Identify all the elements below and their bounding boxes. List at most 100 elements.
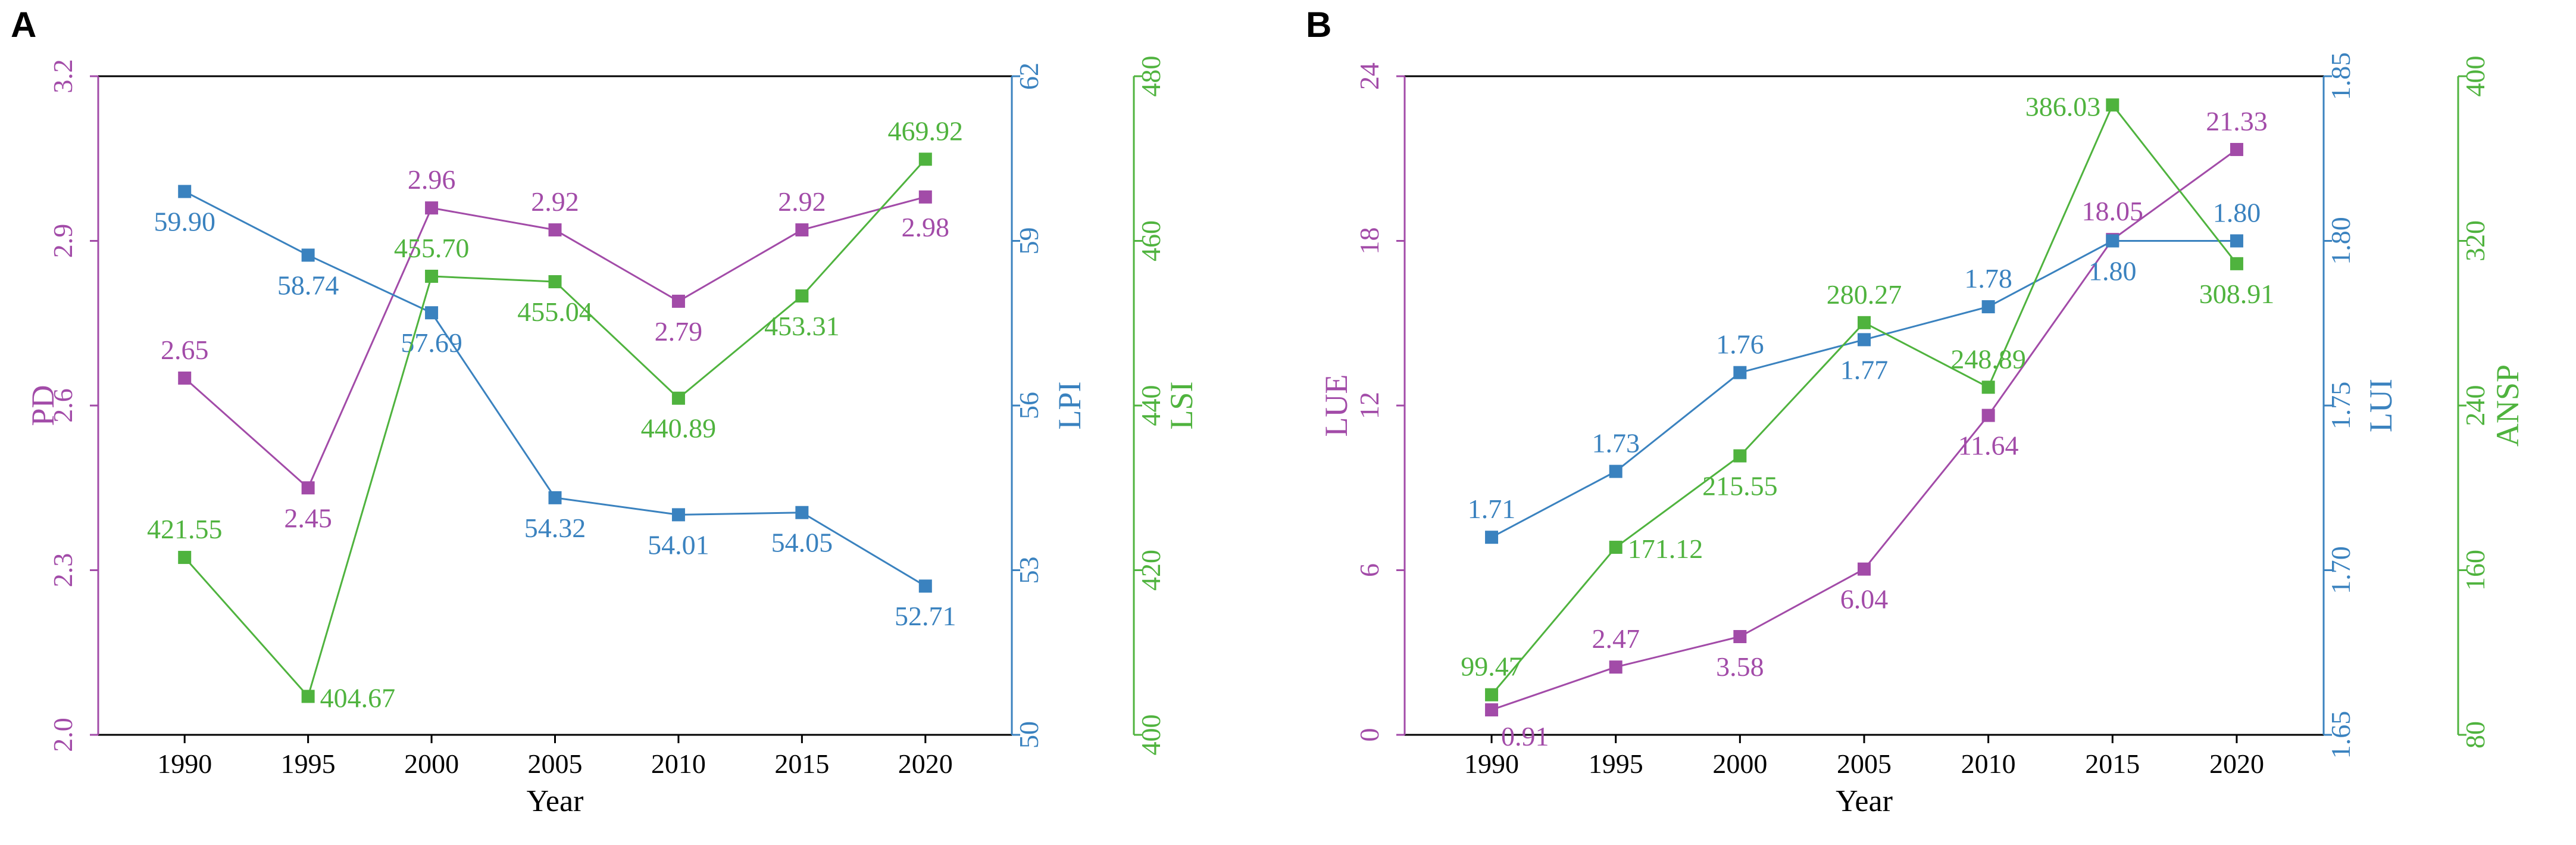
data-label-ansp: 386.03 xyxy=(2025,91,2101,121)
x-axis-title: Year xyxy=(527,784,584,818)
series-line-lsi xyxy=(184,158,926,699)
y-tick-label: 460 xyxy=(1136,220,1166,261)
data-point-lsi xyxy=(671,391,685,405)
data-label-lsi: 404.67 xyxy=(320,682,396,713)
data-label-lue: 3.58 xyxy=(1716,651,1764,682)
data-point-ansp xyxy=(2106,98,2119,112)
data-label-lsi: 469.92 xyxy=(888,116,964,146)
y-tick-label: 420 xyxy=(1136,550,1166,591)
series-line-pd xyxy=(184,196,926,489)
data-point-lue xyxy=(1609,660,1622,674)
data-point-lpi xyxy=(178,185,192,198)
y-tick-label: 24 xyxy=(1354,63,1384,90)
data-point-lui xyxy=(1733,366,1747,379)
x-tick-label: 2020 xyxy=(898,749,953,779)
data-point-lue xyxy=(1733,630,1747,644)
data-point-lue xyxy=(1981,409,1995,422)
y-tick-label: 59 xyxy=(1014,227,1044,255)
data-point-lsi xyxy=(795,289,809,303)
data-point-pd xyxy=(178,371,192,385)
data-label-ansp: 99.47 xyxy=(1461,651,1523,682)
panel-label: A xyxy=(11,5,36,45)
data-label-pd: 2.45 xyxy=(284,503,332,533)
data-point-lsi xyxy=(548,275,562,289)
y-tick-label: 240 xyxy=(2460,385,2490,426)
data-label-ansp: 171.12 xyxy=(1628,534,1703,564)
data-point-lpi xyxy=(425,306,439,320)
y-tick-label: 6 xyxy=(1354,563,1384,577)
data-point-lue xyxy=(1485,703,1499,717)
y-tick-label: 1.70 xyxy=(2325,546,2356,594)
data-label-lue: 6.04 xyxy=(1840,584,1889,615)
y-tick-label: 160 xyxy=(2460,550,2490,591)
data-point-ansp xyxy=(1733,449,1747,463)
data-label-lsi: 455.70 xyxy=(394,233,470,263)
x-tick-label: 2015 xyxy=(2085,749,2140,779)
x-tick-label: 2005 xyxy=(528,749,583,779)
y-tick-label: 1.65 xyxy=(2325,711,2356,759)
data-label-lui: 1.77 xyxy=(1840,354,1889,385)
y-axis-title-lsi: LSI xyxy=(1164,382,1199,430)
y-axis-title-lpi: LPI xyxy=(1052,382,1087,430)
data-point-lui xyxy=(2230,234,2243,248)
y-tick-label: 440 xyxy=(1136,385,1166,426)
data-label-lui: 1.76 xyxy=(1716,329,1764,360)
data-point-ansp xyxy=(1858,316,1871,329)
x-tick-label: 1990 xyxy=(157,749,212,779)
data-label-pd: 2.79 xyxy=(655,316,703,347)
data-label-lsi: 440.89 xyxy=(641,413,717,444)
data-point-lsi xyxy=(301,690,315,703)
data-point-pd xyxy=(548,223,562,237)
y-tick-label: 320 xyxy=(2460,220,2490,261)
y-tick-label: 62 xyxy=(1014,63,1044,90)
data-point-ansp xyxy=(1485,688,1499,701)
y-tick-label: 2.0 xyxy=(48,718,78,752)
y-tick-label: 2.6 xyxy=(48,388,78,423)
data-label-lui: 1.73 xyxy=(1592,428,1640,459)
y-tick-label: 53 xyxy=(1014,557,1044,584)
data-point-ansp xyxy=(1981,381,1995,394)
data-point-pd xyxy=(425,201,439,215)
y-tick-label: 3.2 xyxy=(48,59,78,93)
data-point-lue xyxy=(2230,143,2243,157)
data-point-lue xyxy=(1858,562,1871,576)
data-label-lui: 1.71 xyxy=(1468,494,1516,524)
data-point-lpi xyxy=(301,248,315,262)
data-point-lpi xyxy=(671,508,685,522)
data-point-lpi xyxy=(918,579,932,593)
data-label-lue: 21.33 xyxy=(2206,106,2268,136)
data-label-lui: 1.78 xyxy=(1964,263,2012,294)
y-tick-label: 400 xyxy=(2460,56,2490,97)
y-tick-label: 0 xyxy=(1354,728,1384,742)
x-tick-label: 2005 xyxy=(1837,749,1892,779)
data-label-lue: 2.47 xyxy=(1592,623,1640,654)
data-point-pd xyxy=(671,294,685,308)
data-point-lui xyxy=(1609,464,1622,478)
data-label-lsi: 455.04 xyxy=(517,297,593,327)
x-tick-label: 2000 xyxy=(1712,749,1767,779)
y-axis-title-ansp: ANSP xyxy=(2490,364,2525,447)
y-tick-label: 1.85 xyxy=(2325,52,2356,101)
y-tick-label: 400 xyxy=(1136,715,1166,756)
data-label-lpi: 57.69 xyxy=(401,328,462,358)
chart-panel-b: B 1990 1995 2000 2005 2010 2015 2020 Year 0 6 12 18 2… xyxy=(1306,5,2525,818)
x-tick-label: 2020 xyxy=(2209,749,2264,779)
data-label-lue: 18.05 xyxy=(2082,196,2144,226)
data-label-lsi: 453.31 xyxy=(764,311,840,341)
data-point-lsi xyxy=(918,152,932,166)
data-label-lpi: 58.74 xyxy=(277,270,339,300)
data-point-lui xyxy=(1485,531,1499,544)
data-label-lpi: 54.05 xyxy=(771,528,833,558)
data-point-pd xyxy=(918,190,932,204)
y-tick-label: 1.75 xyxy=(2325,382,2356,430)
panel-label: B xyxy=(1306,5,1331,45)
y-tick-label: 2.3 xyxy=(48,553,78,588)
y-tick-label: 80 xyxy=(2460,721,2490,749)
data-label-pd: 2.65 xyxy=(161,335,209,365)
data-label-lpi: 54.01 xyxy=(648,529,709,560)
y-tick-label: 12 xyxy=(1354,392,1384,419)
x-tick-label: 1990 xyxy=(1464,749,1519,779)
chart-panel-a: A 1990 1995 2000 2005 2010 2015 2020 Year 2.0 2.3 2… xyxy=(11,5,1199,818)
x-tick-label: 2010 xyxy=(651,749,706,779)
